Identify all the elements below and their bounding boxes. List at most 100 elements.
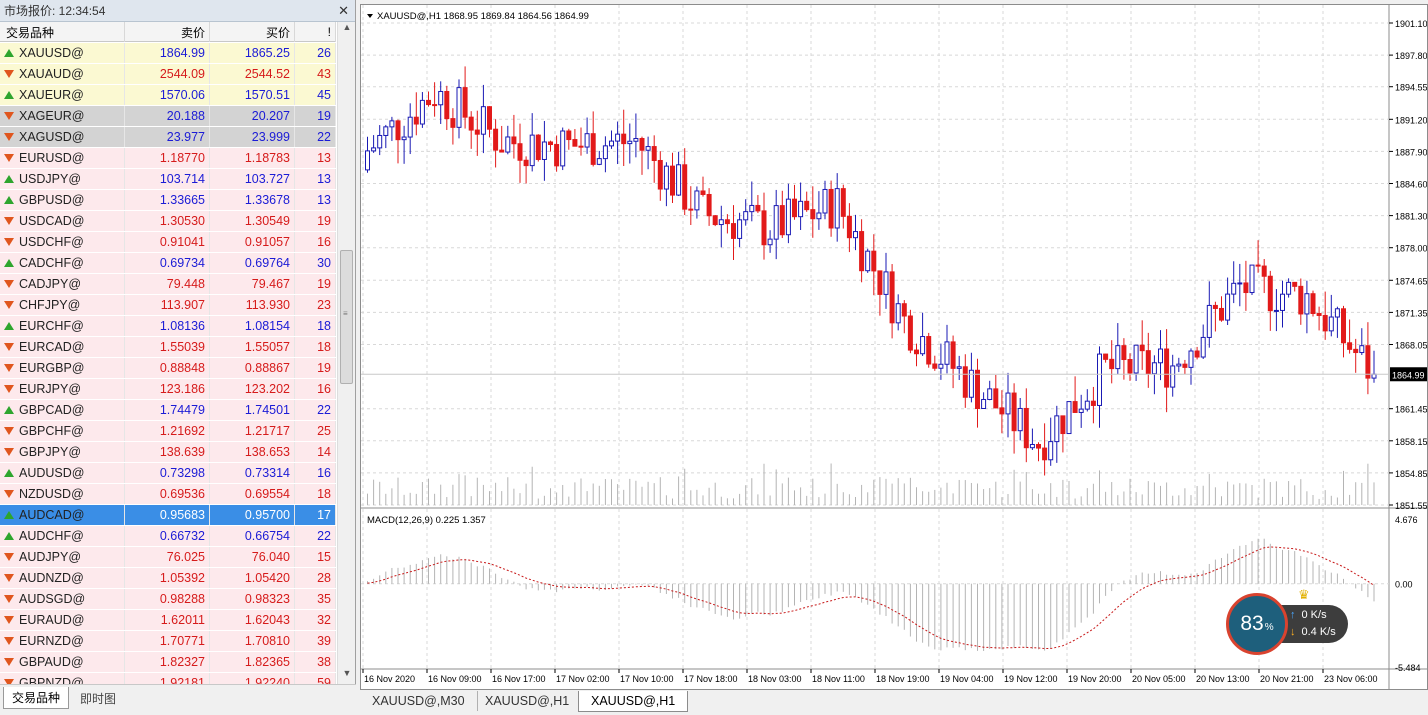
symbol-row[interactable]: CHFJPY@ 113.907 113.930 23 bbox=[0, 295, 336, 316]
ask-price: 1.08154 bbox=[210, 316, 295, 336]
symbol-cell: GBPNZD@ bbox=[0, 673, 125, 684]
bull-candle bbox=[1206, 304, 1212, 338]
symbol-row[interactable]: GBPCHF@ 1.21692 1.21717 25 bbox=[0, 421, 336, 442]
symbol-row[interactable]: AUDSGD@ 0.98288 0.98323 35 bbox=[0, 589, 336, 610]
tab-symbols[interactable]: 交易品种 bbox=[3, 687, 70, 709]
bull-candle bbox=[1005, 392, 1011, 415]
memory-percent: 83 bbox=[1240, 612, 1264, 635]
bid-price: 1.70771 bbox=[125, 631, 210, 651]
bull-candle bbox=[743, 211, 749, 221]
bear-candle bbox=[792, 198, 797, 218]
time-axis-label: 18 Nov 03:00 bbox=[748, 674, 802, 684]
bear-candle bbox=[474, 129, 480, 135]
symbol-row[interactable]: USDCAD@ 1.30530 1.30549 19 bbox=[0, 211, 336, 232]
vertical-scrollbar[interactable]: ▲ ≡ ▼ bbox=[337, 22, 355, 684]
bid-price: 23.977 bbox=[125, 127, 210, 147]
symbol-row[interactable]: AUDCHF@ 0.66732 0.66754 22 bbox=[0, 526, 336, 547]
symbol-row[interactable]: EURGBP@ 0.88848 0.88867 19 bbox=[0, 358, 336, 379]
bull-candle bbox=[767, 238, 773, 246]
network-speed-widget[interactable]: ♛ 83% ↑ 0 K/s ↓ 0.4 K/s bbox=[1226, 587, 1348, 655]
upload-speed-value: 0 K/s bbox=[1301, 609, 1327, 621]
symbol-cell: GBPJPY@ bbox=[0, 442, 125, 462]
bull-candle bbox=[1280, 293, 1285, 311]
symbol-row[interactable]: AUDCAD@ 0.95683 0.95700 17 bbox=[0, 505, 336, 526]
symbol-row[interactable]: XAGEUR@ 20.188 20.207 19 bbox=[0, 106, 336, 127]
symbol-row[interactable]: USDJPY@ 103.714 103.727 13 bbox=[0, 169, 336, 190]
symbol-row[interactable]: CADCHF@ 0.69734 0.69764 30 bbox=[0, 253, 336, 274]
symbol-row[interactable]: AUDNZD@ 1.05392 1.05420 28 bbox=[0, 568, 336, 589]
symbol-row[interactable]: XAGUSD@ 23.977 23.999 22 bbox=[0, 127, 336, 148]
arrow-up-icon bbox=[4, 196, 14, 204]
symbol-row[interactable]: CADJPY@ 79.448 79.467 19 bbox=[0, 274, 336, 295]
bear-candle bbox=[1023, 407, 1029, 449]
bear-candle bbox=[846, 215, 852, 239]
column-header-ask[interactable]: 买价 bbox=[210, 22, 295, 42]
bear-candle bbox=[1219, 307, 1224, 321]
bull-candle bbox=[816, 212, 822, 220]
ask-price: 20.207 bbox=[210, 106, 295, 126]
symbol-row[interactable]: EURJPY@ 123.186 123.202 16 bbox=[0, 379, 336, 400]
symbol-row[interactable]: NZDUSD@ 0.69536 0.69554 18 bbox=[0, 484, 336, 505]
memory-usage-circle[interactable]: 83% bbox=[1226, 593, 1288, 655]
price-axis-label: 1851.55 bbox=[1395, 501, 1427, 511]
bear-candle bbox=[1310, 293, 1316, 314]
column-header-symbol[interactable]: 交易品种 bbox=[0, 22, 125, 42]
chart-window[interactable]: 1901.10 1897.80 1894.55 1891.20 1887.90 1884.… bbox=[360, 4, 1428, 690]
chart-tab-h1[interactable]: XAUUSD@,H1 bbox=[473, 691, 583, 711]
symbol-row[interactable]: AUDJPY@ 76.025 76.040 15 bbox=[0, 547, 336, 568]
symbol-row[interactable]: GBPCAD@ 1.74479 1.74501 22 bbox=[0, 400, 336, 421]
bid-price: 113.907 bbox=[125, 295, 210, 315]
symbol-row[interactable]: EURCHF@ 1.08136 1.08154 18 bbox=[0, 316, 336, 337]
symbol-row[interactable]: GBPAUD@ 1.82327 1.82365 38 bbox=[0, 652, 336, 673]
price-axis-label: 1854.85 bbox=[1395, 469, 1427, 479]
scroll-thumb[interactable]: ≡ bbox=[340, 250, 353, 384]
column-header-bid[interactable]: 卖价 bbox=[125, 22, 210, 42]
symbol-name: EURNZD@ bbox=[19, 634, 84, 648]
bull-candle bbox=[602, 145, 608, 160]
time-axis-label: 19 Nov 20:00 bbox=[1068, 674, 1122, 684]
time-axis-label: 20 Nov 13:00 bbox=[1196, 674, 1250, 684]
symbol-row[interactable]: AUDUSD@ 0.73298 0.73314 16 bbox=[0, 463, 336, 484]
symbol-cell: XAGEUR@ bbox=[0, 106, 125, 126]
symbol-row[interactable]: EURCAD@ 1.55039 1.55057 18 bbox=[0, 337, 336, 358]
symbol-name: EURUSD@ bbox=[19, 151, 85, 165]
bear-candle bbox=[1298, 285, 1304, 315]
bid-price: 0.95683 bbox=[125, 505, 210, 525]
market-watch-title: 市场报价: 12:34:54 ✕ bbox=[0, 0, 355, 22]
close-icon[interactable]: ✕ bbox=[338, 3, 349, 18]
bear-candle bbox=[755, 204, 761, 212]
symbol-cell: AUDCHF@ bbox=[0, 526, 125, 546]
macd-axis-label: 4.676 bbox=[1395, 515, 1418, 525]
price-axis-label: 1868.05 bbox=[1395, 340, 1427, 350]
market-watch-panel: 市场报价: 12:34:54 ✕ 交易品种 卖价 买价 ! XAUUSD@ 186… bbox=[0, 0, 356, 715]
symbol-row[interactable]: EURAUD@ 1.62011 1.62043 32 bbox=[0, 610, 336, 631]
column-header-spread[interactable]: ! bbox=[295, 22, 336, 42]
symbol-row[interactable]: GBPUSD@ 1.33665 1.33678 13 bbox=[0, 190, 336, 211]
ask-price: 79.467 bbox=[210, 274, 295, 294]
bear-candle bbox=[1322, 314, 1328, 332]
symbol-row[interactable]: GBPJPY@ 138.639 138.653 14 bbox=[0, 442, 336, 463]
symbol-row[interactable]: EURUSD@ 1.18770 1.18783 13 bbox=[0, 148, 336, 169]
symbol-row[interactable]: GBPNZD@ 1.92181 1.92240 59 bbox=[0, 673, 336, 684]
upload-arrow-icon: ↑ bbox=[1290, 609, 1296, 621]
chart-tab-h1-active[interactable]: XAUUSD@,H1 bbox=[578, 691, 689, 712]
ask-price: 1.74501 bbox=[210, 400, 295, 420]
bull-candle bbox=[371, 147, 377, 152]
symbol-row[interactable]: XAUAUD@ 2544.09 2544.52 43 bbox=[0, 64, 336, 85]
price-chart-svg[interactable]: 1901.10 1897.80 1894.55 1891.20 1887.90 1884.… bbox=[361, 5, 1427, 689]
symbol-row[interactable]: EURNZD@ 1.70771 1.70810 39 bbox=[0, 631, 336, 652]
arrow-down-icon bbox=[4, 553, 14, 561]
symbol-row[interactable]: XAUUSD@ 1864.99 1865.25 26 bbox=[0, 43, 336, 64]
scroll-down-arrow-icon[interactable]: ▼ bbox=[342, 668, 352, 678]
symbol-row[interactable]: XAUEUR@ 1570.06 1570.51 45 bbox=[0, 85, 336, 106]
symbol-row[interactable]: USDCHF@ 0.91041 0.91057 16 bbox=[0, 232, 336, 253]
symbol-cell: USDCAD@ bbox=[0, 211, 125, 231]
bull-candle bbox=[1170, 365, 1176, 388]
ask-price: 1.82365 bbox=[210, 652, 295, 672]
chart-tab-m30[interactable]: XAUUSD@,M30 bbox=[360, 691, 478, 711]
tab-tick-chart[interactable]: 即时图 bbox=[80, 691, 117, 706]
scroll-up-arrow-icon[interactable]: ▲ bbox=[342, 22, 352, 32]
spread-value: 26 bbox=[295, 43, 336, 63]
chart-header: XAUUSD@,H1 1868.95 1869.84 1864.56 1864.… bbox=[377, 11, 589, 22]
symbol-cell: GBPCHF@ bbox=[0, 421, 125, 441]
